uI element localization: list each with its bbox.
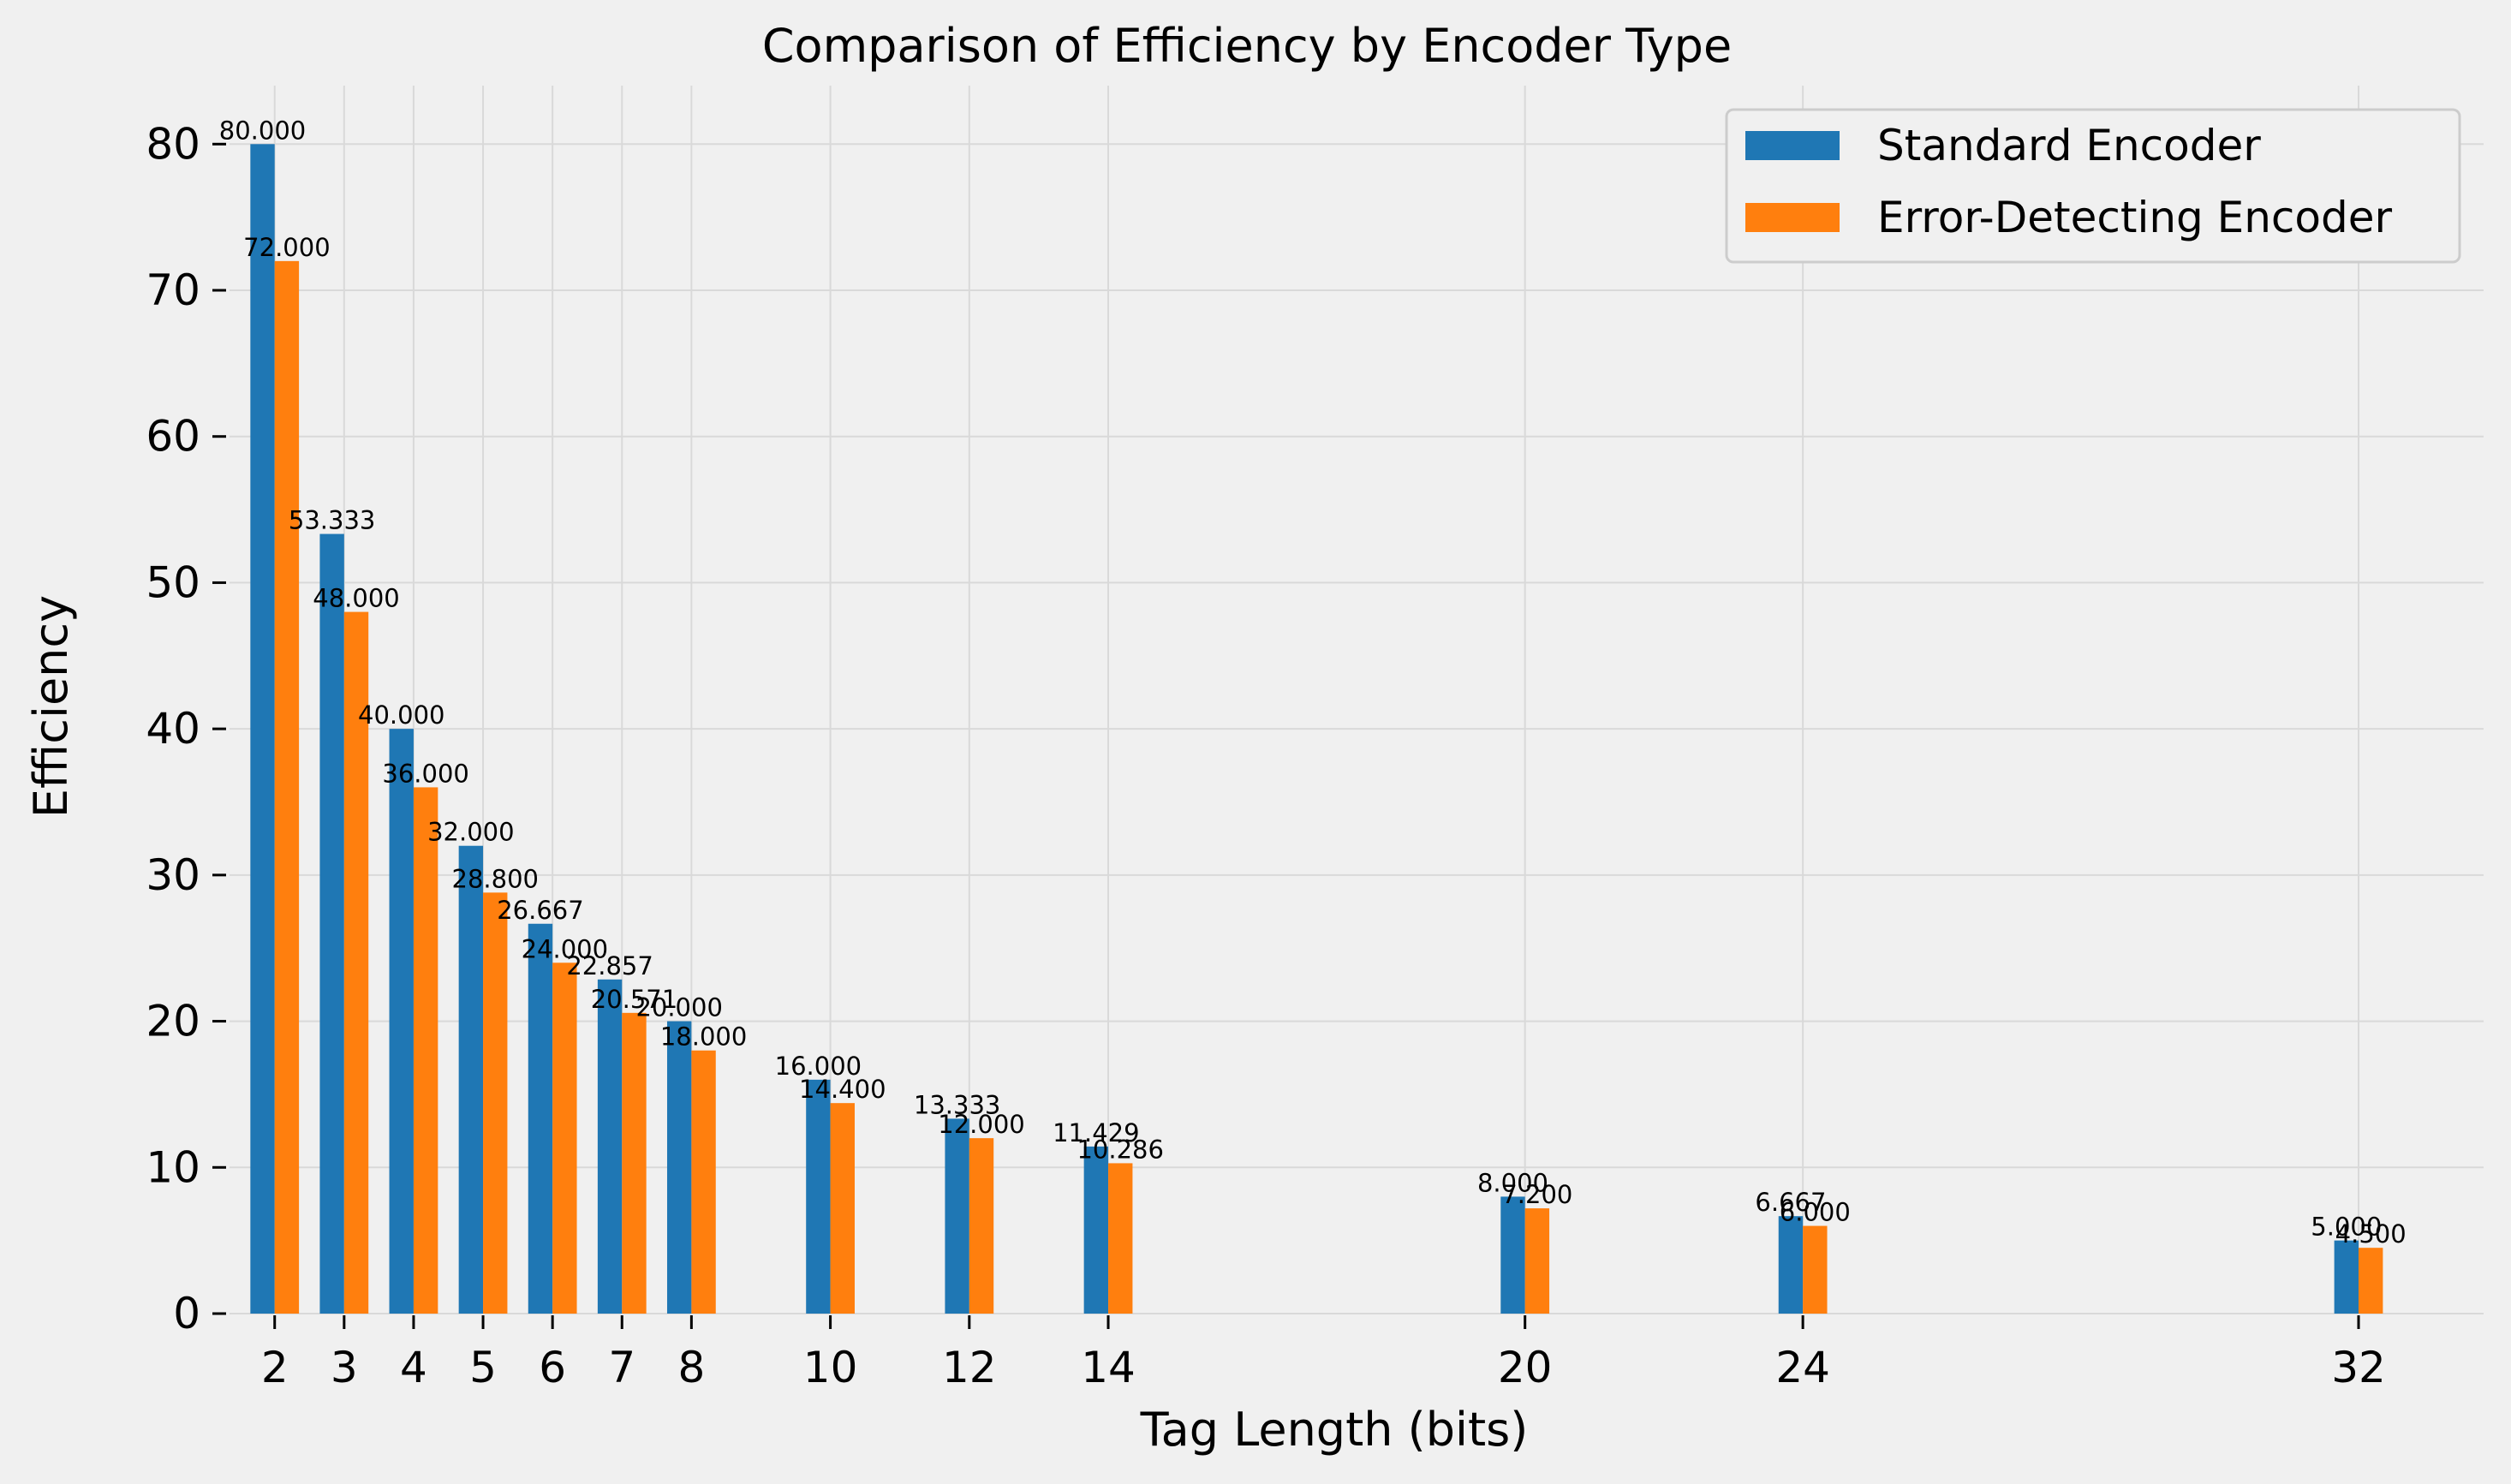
legend-swatch: [1745, 203, 1840, 232]
bar-error-detecting: [830, 1103, 855, 1314]
y-tick-label: 40: [146, 704, 200, 754]
y-tick-label: 70: [146, 265, 200, 315]
y-tick-label: 60: [146, 412, 200, 462]
bar-standard: [389, 729, 414, 1314]
bar-value-label: 80.000: [219, 116, 306, 145]
bar-value-label: 18.000: [660, 1022, 747, 1052]
y-tick-label: 0: [173, 1289, 200, 1338]
bar-value-label: 28.800: [452, 864, 539, 893]
y-axis-label: Efficiency: [24, 595, 78, 818]
bar-value-label: 26.667: [497, 896, 583, 925]
bar-value-label: 48.000: [313, 584, 399, 613]
bar-value-label: 7.200: [1501, 1180, 1572, 1209]
bar-standard: [250, 144, 275, 1314]
x-tick-label: 3: [331, 1343, 358, 1392]
bar-error-detecting: [343, 611, 369, 1314]
bars: [250, 144, 2383, 1314]
x-tick-label: 2: [261, 1343, 289, 1392]
bar-error-detecting: [969, 1138, 994, 1314]
legend-swatch: [1745, 131, 1840, 160]
x-tick-label: 32: [2331, 1343, 2386, 1392]
bar-standard: [2334, 1240, 2359, 1314]
legend-box: [1725, 108, 2461, 264]
bar-standard: [1083, 1146, 1109, 1314]
x-tick-label: 7: [608, 1343, 635, 1392]
chart-title: Comparison of Efficiency by Encoder Type: [762, 19, 1732, 73]
bar-error-detecting: [1803, 1225, 1828, 1314]
bar-error-detecting: [622, 1012, 647, 1314]
x-tick-label: 14: [1081, 1343, 1136, 1392]
bar-standard: [945, 1118, 969, 1314]
y-tick-label: 10: [146, 1142, 200, 1192]
bar-value-label: 5.000: [2311, 1213, 2382, 1242]
bar-value-label: 40.000: [358, 700, 444, 730]
bar-standard: [528, 923, 553, 1314]
legend-entry: Standard Encoder: [1877, 121, 2261, 170]
x-tick-label: 8: [677, 1343, 705, 1392]
data-labels: 80.000 53.333 40.000 32.000 26.667 22.857 20.0…: [219, 116, 2407, 1249]
x-tick-label: 24: [1775, 1343, 1830, 1392]
bar-error-detecting: [1524, 1208, 1550, 1314]
x-tick-label: 5: [469, 1343, 497, 1392]
bar-value-label: 32.000: [427, 818, 514, 847]
bar-value-label: 6.667: [1755, 1188, 1826, 1217]
x-tick-label: 20: [1498, 1343, 1553, 1392]
bar-value-label: 12.000: [938, 1110, 1024, 1139]
bar-error-detecting: [552, 963, 577, 1314]
bar-error-detecting: [274, 260, 300, 1314]
bar-standard: [458, 845, 484, 1314]
bar-value-label: 53.333: [289, 506, 375, 535]
bar-standard: [806, 1079, 831, 1314]
bar-value-label: 16.000: [775, 1052, 862, 1081]
bar-error-detecting: [691, 1050, 716, 1314]
bar-value-label: 14.400: [799, 1075, 886, 1104]
bar-value-label: 6.000: [1780, 1198, 1851, 1227]
bar-error-detecting: [2359, 1248, 2383, 1314]
bar-value-label: 20.571: [591, 985, 677, 1014]
bar-value-label: 20.000: [635, 993, 722, 1022]
legend-entry: Error-Detecting Encoder: [1877, 193, 2393, 242]
y-axis: 0 10 20 30 40 50 60 70 80: [146, 119, 226, 1338]
bar-value-label: 13.333: [914, 1090, 1000, 1119]
x-axis-label: Tag Length (bits): [1140, 1403, 1529, 1457]
bar-value-label: 24.000: [522, 934, 608, 963]
y-tick-label: 50: [146, 557, 200, 607]
bar-value-label: 8.000: [1477, 1168, 1548, 1197]
bar-standard: [1778, 1216, 1804, 1314]
bar-value-label: 11.429: [1053, 1118, 1139, 1147]
x-tick-label: 10: [803, 1343, 858, 1392]
bar-value-label: 36.000: [382, 759, 468, 788]
x-tick-label: 12: [942, 1343, 997, 1392]
bar-value-label: 10.286: [1077, 1135, 1163, 1164]
x-tick-label: 6: [539, 1343, 566, 1392]
bar-error-detecting: [413, 787, 438, 1314]
y-tick-label: 30: [146, 850, 200, 900]
bar-error-detecting: [1108, 1163, 1133, 1314]
bar-standard: [319, 533, 344, 1314]
bar-value-label: 22.857: [566, 951, 653, 980]
bar-standard: [1500, 1196, 1525, 1314]
x-tick-label: 4: [400, 1343, 427, 1392]
bar-error-detecting: [483, 892, 508, 1314]
bar-standard: [666, 1021, 692, 1314]
bar-value-label: 4.500: [2335, 1219, 2407, 1249]
bar-standard: [597, 979, 623, 1314]
x-axis: 2 3 4 5 6 7 8 10 12 14 20 24 32: [261, 1315, 2386, 1392]
y-tick-label: 80: [146, 119, 200, 169]
bar-value-label: 72.000: [243, 233, 330, 262]
legend: Standard Encoder Error-Detecting Encoder: [1725, 108, 2461, 264]
y-tick-label: 20: [146, 997, 200, 1046]
